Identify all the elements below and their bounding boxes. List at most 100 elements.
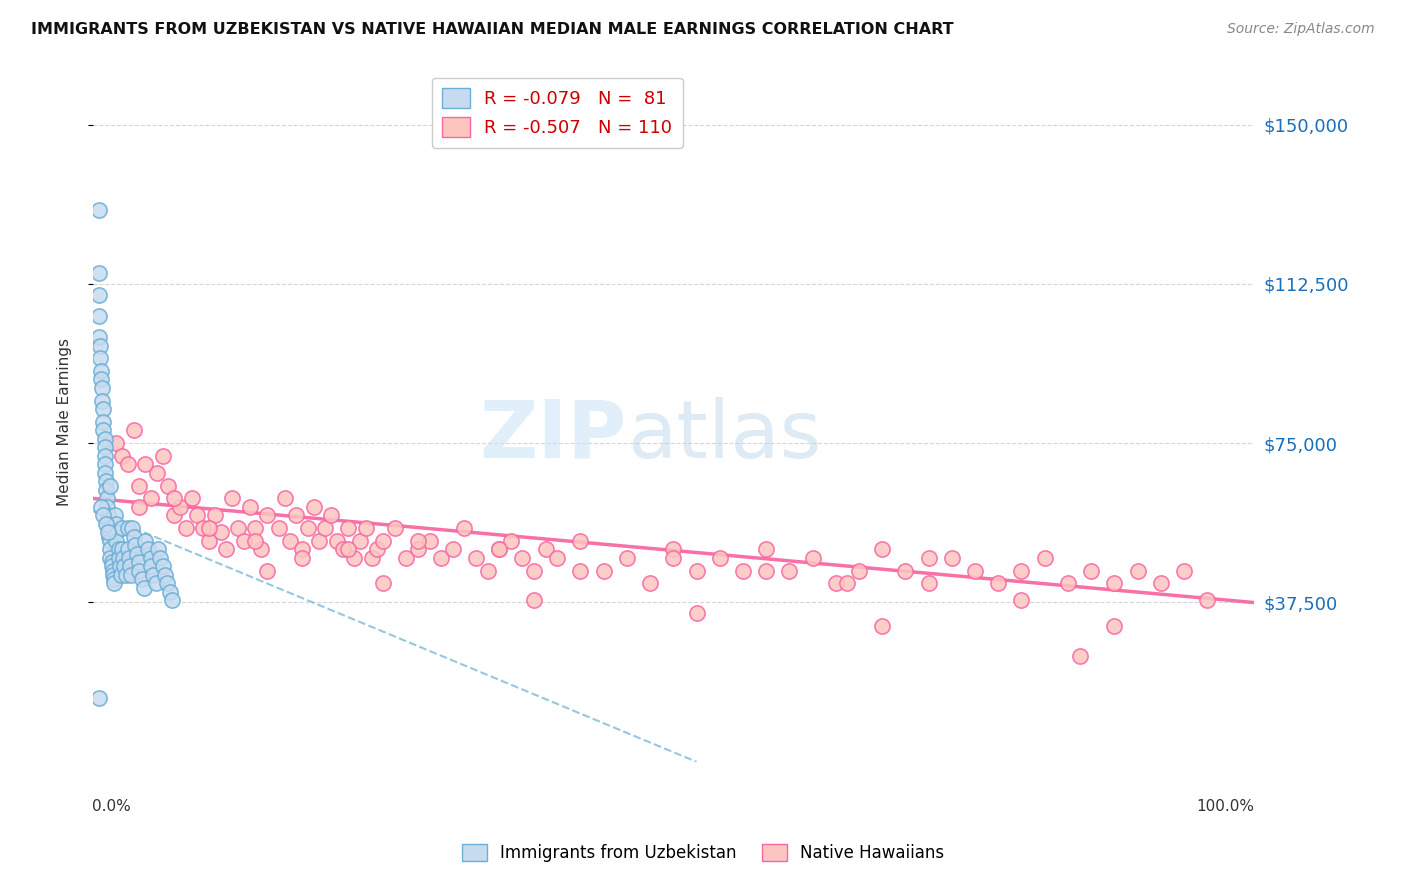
Point [685,564,707,578]
Point [128,555,150,569]
Legend: R = -0.079   N =  81, R = -0.507   N = 110: R = -0.079 N = 81, R = -0.507 N = 110 [432,78,683,148]
Text: 0.0%: 0.0% [91,799,131,814]
Point [221,491,243,506]
Point [870,619,893,633]
Point [93,415,115,429]
Point [453,521,475,535]
Point [174,521,197,535]
Point [105,533,128,548]
Point [100,542,122,557]
Point [87,202,110,217]
Point [314,521,336,535]
Point [256,564,278,578]
Point [870,542,893,557]
Point [332,542,354,557]
Point [512,550,534,565]
Point [662,542,685,557]
Point [112,550,135,565]
Point [1033,550,1056,565]
Point [152,559,174,574]
Point [124,538,146,552]
Point [373,576,395,591]
Point [139,559,162,574]
Point [1104,576,1126,591]
Point [616,550,638,565]
Point [163,508,186,523]
Point [755,542,778,557]
Point [120,567,142,582]
Point [245,521,267,535]
Point [107,550,129,565]
Point [87,287,110,301]
Point [226,521,249,535]
Point [523,564,546,578]
Point [122,424,145,438]
Point [87,330,110,344]
Point [128,500,150,514]
Point [755,564,778,578]
Y-axis label: Median Male Earnings: Median Male Earnings [58,338,72,506]
Point [127,547,149,561]
Point [546,550,568,565]
Point [91,393,114,408]
Point [1011,564,1033,578]
Point [337,542,360,557]
Point [93,424,115,438]
Point [198,521,221,535]
Legend: Immigrants from Uzbekistan, Native Hawaiians: Immigrants from Uzbekistan, Native Hawai… [454,836,952,871]
Point [112,559,135,574]
Point [156,576,179,591]
Point [343,550,366,565]
Point [100,550,122,565]
Point [1080,564,1102,578]
Point [239,500,262,514]
Point [100,559,122,574]
Point [134,458,156,472]
Point [96,500,118,514]
Point [731,564,754,578]
Point [149,550,172,565]
Point [592,564,614,578]
Point [419,533,441,548]
Point [441,542,464,557]
Point [941,550,963,565]
Point [139,550,162,565]
Point [325,533,347,548]
Point [198,533,221,548]
Point [1104,619,1126,633]
Point [146,466,169,480]
Point [93,508,115,523]
Point [97,525,120,540]
Point [465,550,488,565]
Point [111,449,134,463]
Point [488,542,510,557]
Point [180,491,202,506]
Point [1197,593,1219,607]
Point [98,530,121,544]
Point [1126,564,1149,578]
Point [91,381,114,395]
Point [100,533,122,548]
Point [406,542,429,557]
Text: Source: ZipAtlas.com: Source: ZipAtlas.com [1227,22,1375,37]
Point [1057,576,1080,591]
Point [373,533,395,548]
Point [354,521,377,535]
Point [169,500,191,514]
Point [142,567,165,582]
Point [297,521,319,535]
Point [118,550,141,565]
Point [93,441,115,455]
Point [105,436,128,450]
Point [163,491,186,506]
Point [100,478,122,492]
Point [132,581,155,595]
Point [97,516,120,531]
Point [291,542,314,557]
Point [128,564,150,578]
Point [105,516,128,531]
Point [96,491,118,506]
Point [709,550,731,565]
Point [267,521,290,535]
Point [384,521,406,535]
